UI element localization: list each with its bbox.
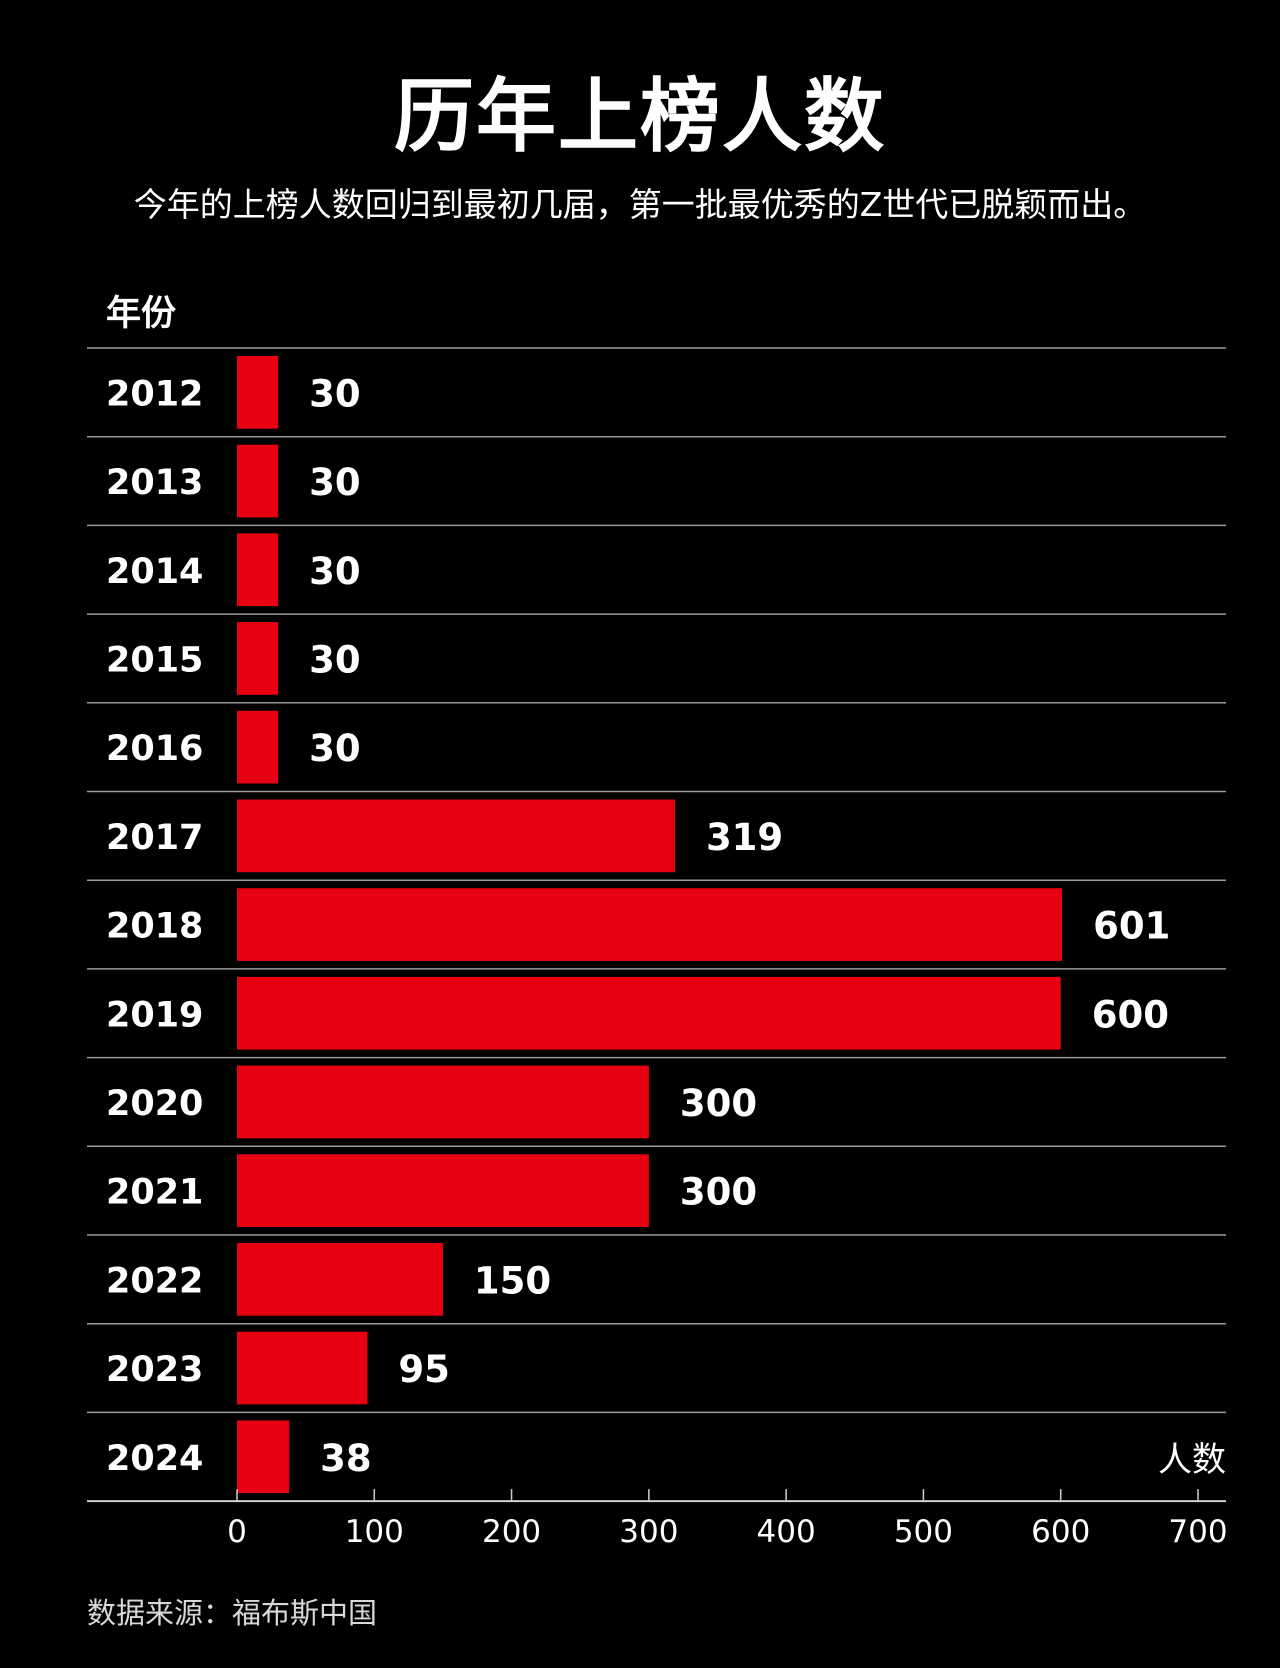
bar-2016	[237, 710, 279, 784]
chart-subtitle: 今年的上榜人数回归到最初几届，第一批最优秀的Z世代已脱颖而出。	[133, 185, 1147, 224]
x-tick-label: 100	[345, 1514, 404, 1550]
value-label: 300	[680, 1082, 757, 1125]
bar-2019	[237, 976, 1061, 1050]
year-label: 2021	[106, 1173, 203, 1213]
year-label: 2024	[106, 1439, 203, 1479]
year-label: 2017	[106, 818, 203, 858]
year-label: 2012	[106, 374, 203, 414]
source-note: 数据来源：福布斯中国	[87, 1596, 378, 1630]
value-label: 319	[706, 816, 783, 859]
bar-2014	[237, 533, 279, 607]
value-label: 300	[680, 1171, 757, 1214]
year-label: 2013	[106, 463, 203, 503]
bar-2020	[237, 1065, 649, 1139]
bar-2018	[237, 888, 1063, 961]
x-tick-label: 500	[894, 1514, 953, 1550]
x-tick-label: 300	[619, 1514, 678, 1550]
bar-2024	[237, 1420, 290, 1494]
x-tick-label: 700	[1168, 1514, 1227, 1550]
year-label: 2019	[106, 995, 203, 1035]
value-label: 30	[309, 727, 361, 770]
year-label: 2020	[106, 1084, 203, 1124]
bar-2022	[237, 1243, 443, 1316]
value-label: 30	[309, 461, 361, 504]
bar-2012	[237, 356, 279, 429]
bar-2021	[237, 1154, 649, 1227]
year-label: 2014	[106, 552, 203, 592]
x-axis-unit-label: 人数	[1158, 1440, 1226, 1480]
year-column-header: 年份	[106, 294, 177, 334]
x-tick-label: 600	[1031, 1514, 1090, 1550]
bar-2013	[237, 444, 279, 518]
year-label: 2015	[106, 640, 203, 680]
value-label: 150	[474, 1259, 551, 1302]
x-tick-label: 200	[482, 1514, 541, 1550]
value-label: 30	[309, 550, 361, 593]
bar-2015	[237, 622, 279, 695]
value-label: 30	[309, 638, 361, 681]
value-label: 38	[320, 1437, 372, 1480]
value-label: 601	[1093, 905, 1170, 948]
chart-title: 历年上榜人数	[394, 70, 886, 163]
value-label: 95	[398, 1348, 450, 1391]
year-label: 2022	[106, 1261, 203, 1301]
year-label: 2018	[106, 907, 203, 947]
year-label: 2023	[106, 1350, 203, 1390]
value-label: 600	[1092, 993, 1169, 1036]
bar-2023	[237, 1331, 368, 1405]
x-tick-label: 400	[757, 1514, 816, 1550]
x-tick-label: 0	[227, 1514, 247, 1550]
bar-2017	[237, 799, 675, 873]
value-label: 30	[309, 372, 361, 415]
bar-chart: 2012 30 2013 30 2014 30 2015 30 2016 30 2017 319 201…	[87, 347, 1228, 1550]
year-label: 2016	[106, 729, 203, 769]
